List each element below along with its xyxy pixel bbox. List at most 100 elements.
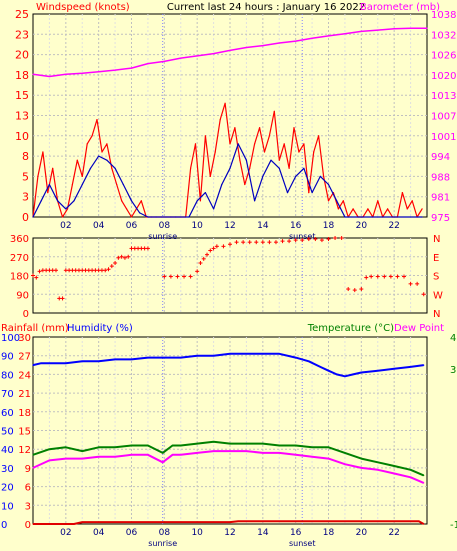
series-line-point bbox=[180, 444, 182, 447]
series-line-point bbox=[116, 183, 118, 186]
series-line-point bbox=[323, 175, 325, 177]
humidity-tick-label: 50 bbox=[1, 427, 14, 438]
series-line-point bbox=[98, 360, 100, 362]
series-line-point bbox=[288, 167, 290, 169]
x-tick-label: 14 bbox=[257, 528, 269, 538]
series-line-point bbox=[393, 216, 395, 218]
x-tick-label: 04 bbox=[93, 528, 105, 538]
series-line-point bbox=[360, 467, 362, 469]
series-line-point bbox=[401, 192, 403, 194]
series-line-point bbox=[98, 446, 100, 448]
dewpoint-label: Dew Point bbox=[394, 323, 444, 334]
series-line-point bbox=[32, 523, 34, 525]
humidity-tick-label: 30 bbox=[1, 464, 14, 475]
series-line-point bbox=[244, 183, 246, 186]
series-line-point bbox=[126, 208, 128, 210]
series-line-point bbox=[254, 200, 256, 202]
series-line-point bbox=[48, 362, 51, 364]
series-line-point bbox=[234, 127, 236, 129]
barometer-label: Barometer (mb) bbox=[360, 2, 440, 13]
windspeed-tick-label: 15 bbox=[15, 89, 29, 102]
humidity-temp-ticks: 0102030405060708090100036912151821242730… bbox=[1, 333, 457, 548]
series-line-point bbox=[311, 192, 313, 194]
series-line-point bbox=[209, 175, 211, 177]
compass-tick-label: N bbox=[433, 234, 440, 245]
night-marker-label: sunset bbox=[289, 232, 316, 241]
barometer-tick-label: 1032 bbox=[431, 30, 456, 41]
series-line-point bbox=[410, 366, 412, 368]
series-line-point bbox=[214, 151, 216, 153]
series-line-point bbox=[76, 159, 78, 161]
series-line-point bbox=[229, 49, 231, 52]
series-line-point bbox=[163, 357, 165, 359]
series-line-point bbox=[111, 167, 113, 169]
series-line-point bbox=[311, 456, 313, 458]
series-line-point bbox=[262, 175, 264, 177]
series-line-point bbox=[410, 27, 412, 29]
series-line-point bbox=[37, 175, 39, 177]
series-line-point bbox=[73, 523, 75, 525]
series-line-point bbox=[303, 143, 305, 145]
series-line-point bbox=[114, 358, 116, 360]
series-line-point bbox=[98, 456, 100, 458]
series-line-point bbox=[262, 353, 264, 355]
series-line-point bbox=[32, 73, 34, 75]
series-line-point bbox=[47, 192, 49, 194]
series-line-point bbox=[71, 183, 73, 186]
series-line-point bbox=[286, 192, 289, 194]
series-line-point bbox=[283, 143, 285, 145]
series-line-point bbox=[360, 371, 362, 374]
night-marker-label: sunrise bbox=[148, 539, 177, 548]
series-line-point bbox=[180, 454, 182, 456]
humidity-tick-label: 40 bbox=[1, 445, 14, 456]
humidity-temp-grid bbox=[33, 337, 427, 524]
x-tick-label: 20 bbox=[356, 221, 368, 231]
series-line-point bbox=[48, 459, 51, 461]
wind-baro-series bbox=[32, 27, 428, 218]
x-tick-label: 06 bbox=[126, 221, 138, 231]
series-line-point bbox=[327, 200, 330, 202]
series-line-point bbox=[130, 216, 133, 218]
x-tick-label: 08 bbox=[159, 528, 171, 538]
barometer-tick-label: 1026 bbox=[431, 51, 456, 62]
series-line-point bbox=[270, 159, 272, 161]
series-line-point bbox=[89, 167, 92, 169]
series-line-point bbox=[377, 200, 379, 202]
windspeed-tick-label: 8 bbox=[22, 150, 29, 163]
x-tick-label: 12 bbox=[224, 221, 235, 231]
humidity-tick-label: 10 bbox=[1, 501, 14, 512]
series-line-point bbox=[421, 216, 423, 218]
series-line-point bbox=[303, 167, 305, 169]
series-line-point bbox=[377, 216, 379, 218]
series-line-point bbox=[101, 151, 103, 153]
series-line-point bbox=[262, 45, 264, 47]
series-line-point bbox=[327, 446, 330, 448]
series-line-point bbox=[259, 127, 261, 129]
series-line-point bbox=[81, 360, 83, 362]
series-line-point bbox=[262, 452, 264, 454]
series-line-point bbox=[106, 159, 108, 161]
series-line-point bbox=[171, 454, 174, 456]
series-line-point bbox=[245, 353, 247, 355]
series-line-point bbox=[98, 155, 100, 157]
series-line-point bbox=[196, 452, 198, 454]
rainfall-tick-label: 6 bbox=[25, 483, 31, 494]
x-tick-label: 10 bbox=[191, 221, 203, 231]
series-line-point bbox=[418, 520, 420, 522]
series-line-point bbox=[163, 60, 165, 63]
series-line-point bbox=[121, 200, 123, 202]
series-line-point bbox=[423, 474, 425, 476]
series-line-point bbox=[180, 57, 182, 59]
humidity-temp-series bbox=[32, 352, 425, 525]
series-line-point bbox=[213, 208, 215, 210]
series-line-point bbox=[278, 159, 280, 161]
series-line-point bbox=[213, 441, 215, 443]
series-line-point bbox=[344, 375, 346, 377]
series-line-point bbox=[81, 72, 83, 74]
series-line-point bbox=[48, 183, 51, 186]
series-line-point bbox=[114, 167, 116, 169]
series-line-point bbox=[81, 450, 83, 452]
x-tick-label: 04 bbox=[93, 221, 105, 231]
